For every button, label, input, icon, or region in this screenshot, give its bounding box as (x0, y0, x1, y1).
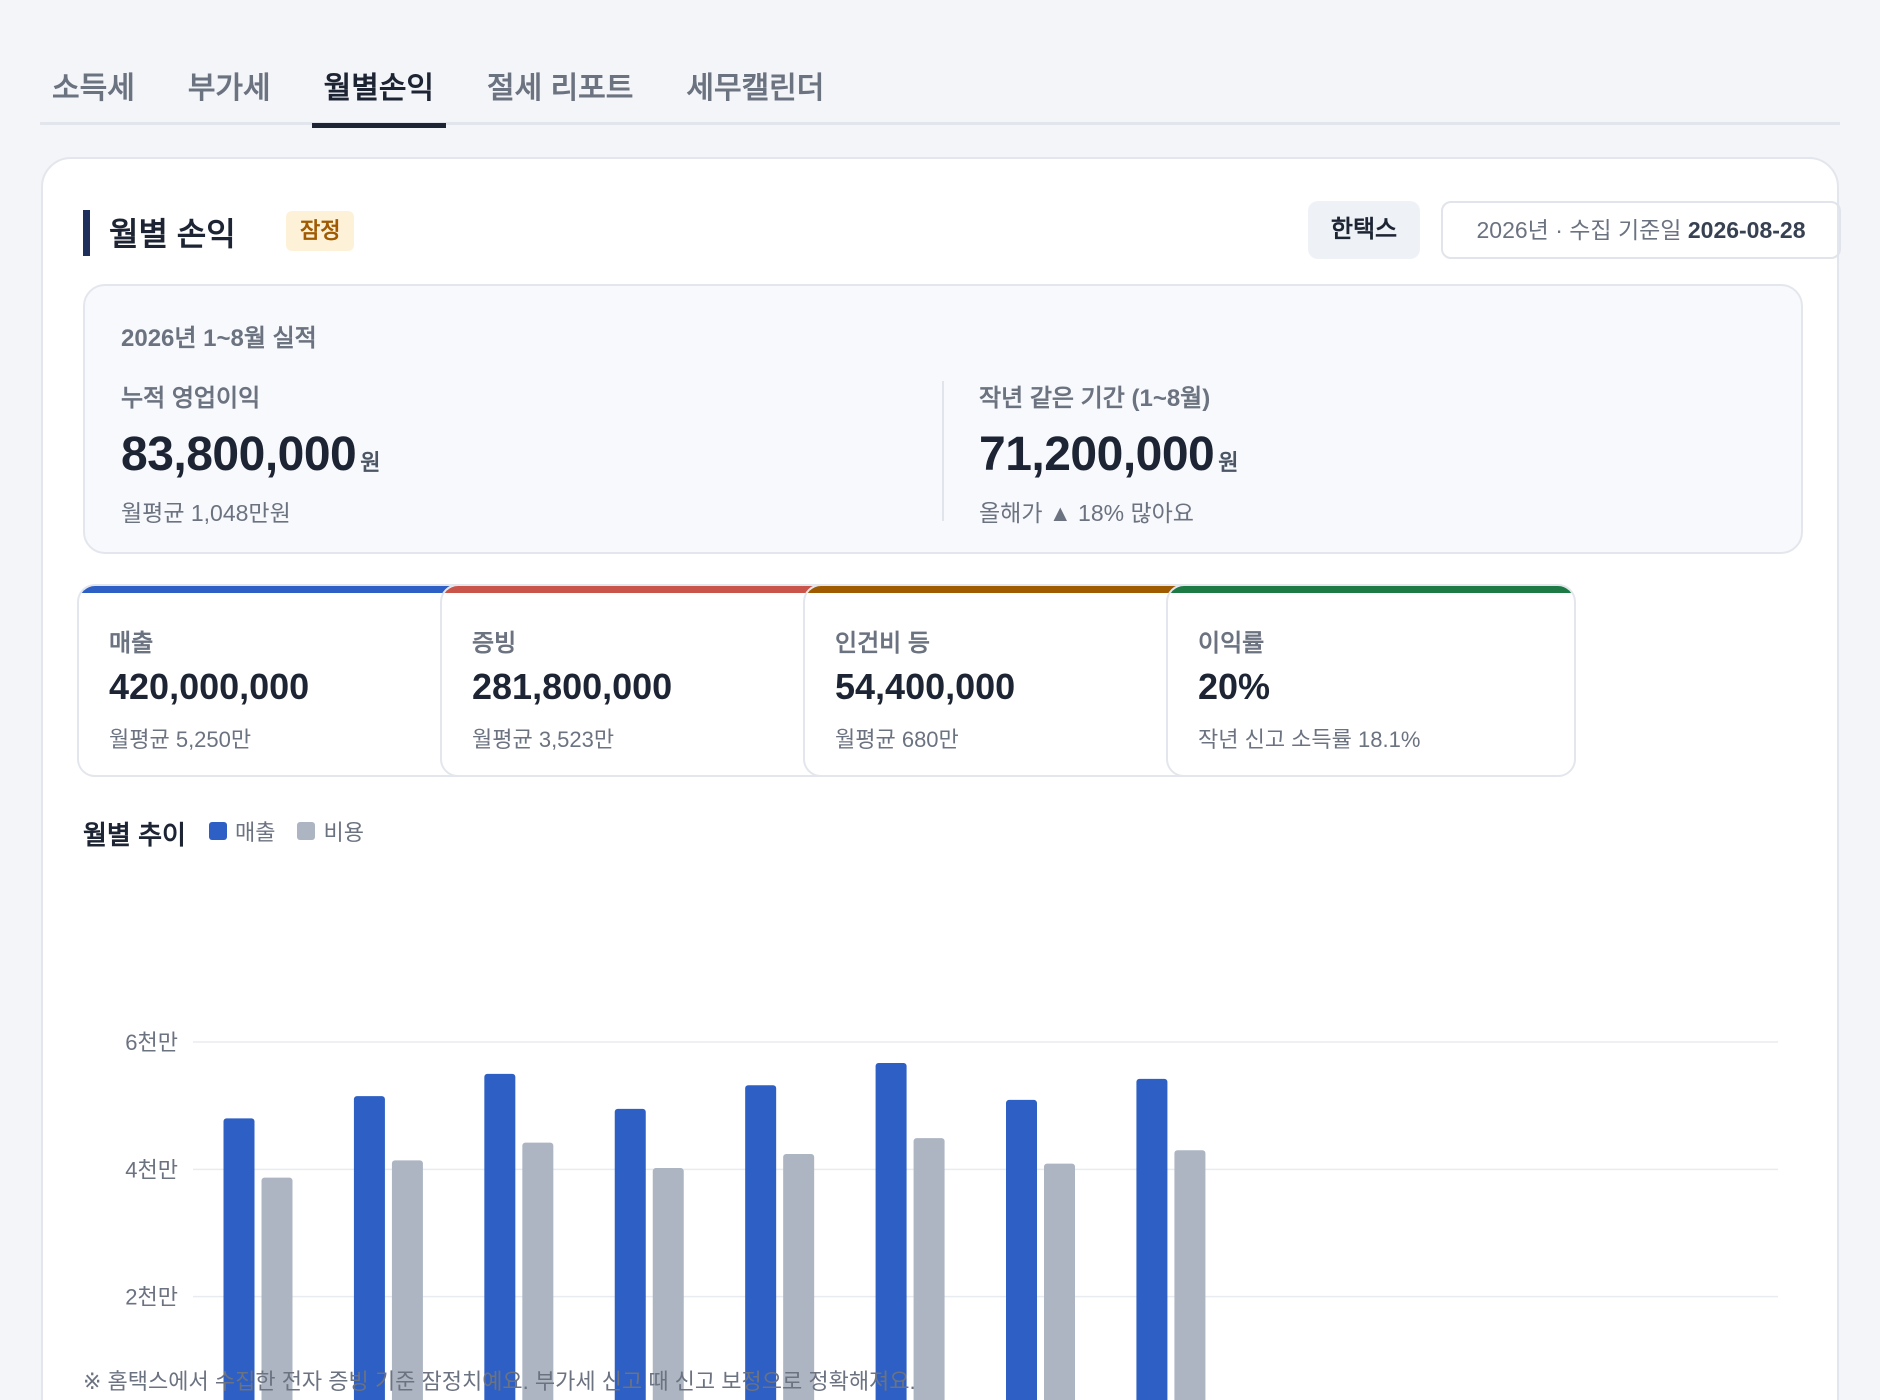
date-label: 수집 기준일 (1569, 217, 1682, 243)
separator-dot: · (1555, 217, 1563, 243)
stat-card-2: 인건비 등 54,400,000 월평균 680만 (803, 584, 1213, 777)
stat-sub: 작년 신고 소득률 18.1% (1198, 727, 1421, 752)
bar-비용-4월 (652, 1168, 684, 1400)
bar-매출-2월 (353, 1096, 385, 1400)
current-profit-unit: 원 (360, 450, 380, 475)
footnote: ※ 홈택스에서 수집한 전자 증빙 기준 잠정치예요. 부가세 신고 때 신고 … (83, 1369, 916, 1394)
legend-item-1: 비용 (297, 815, 364, 847)
stat-value: 54,400,000 (835, 666, 1016, 707)
collection-date-box: 2026년 · 수집 기준일 2026-08-28 (1441, 201, 1841, 259)
monthly-pl-card: 월별 손익 잠정 한택스 2026년 · 수집 기준일 2026-08-28 2… (41, 157, 1841, 1400)
summary-divider (942, 381, 944, 521)
stat-value: 20% (1198, 666, 1271, 707)
current-profit: 누적 영업이익 83,800,000 원 월평균 1,048만원 (121, 378, 380, 528)
chart-title: 월별 추이 (83, 820, 186, 850)
bar-비용-2월 (391, 1160, 423, 1400)
stat-sub: 월평균 680만 (835, 727, 959, 752)
tab-bar: 소득세 부가세 월별손익 절세 리포트 세무캘린더 (40, 55, 1840, 128)
previous-profit-unit: 원 (1218, 450, 1238, 475)
page-title: 월별 손익 (109, 216, 236, 252)
stat-label: 증빙 (472, 630, 517, 657)
legend-swatch (297, 822, 316, 840)
title-accent-bar (83, 210, 90, 256)
y-tick-label: 4천만 (125, 1157, 178, 1182)
previous-profit-sub: 올해가 ▲ 18% 많아요 (979, 500, 1194, 526)
y-tick-label: 6천만 (125, 1030, 178, 1055)
bar-매출-4월 (614, 1108, 646, 1400)
stat-sub: 월평균 5,250만 (109, 727, 252, 752)
tab-0[interactable]: 소득세 (52, 72, 135, 105)
stat-sub: 월평균 3,523만 (472, 727, 615, 752)
bar-매출-3월 (484, 1073, 516, 1400)
bar-비용-1월 (261, 1177, 293, 1400)
bar-비용-3월 (522, 1142, 554, 1400)
summary-box: 2026년 1~8월 실적 누적 영업이익 83,800,000 원 월평균 1,… (83, 284, 1803, 554)
previous-profit-label: 작년 같은 기간 (1~8월) (979, 385, 1211, 412)
previous-profit-value: 71,200,000 원 (979, 428, 1238, 481)
source-button[interactable]: 한택스 (1308, 201, 1420, 259)
bar-매출-1월 (223, 1118, 255, 1400)
tab-3[interactable]: 절세 리포트 (487, 72, 634, 105)
previous-profit: 작년 같은 기간 (1~8월) 71,200,000 원 올해가 ▲ 18% 많아… (979, 378, 1238, 528)
y-tick-label: 2천만 (125, 1285, 178, 1310)
stat-label: 인건비 등 (835, 630, 930, 657)
provisional-badge: 잠정 (286, 211, 355, 251)
stat-card-1: 증빙 281,800,000 월평균 3,523만 (440, 584, 850, 777)
bar-매출-7월 (1006, 1099, 1037, 1400)
stat-value: 420,000,000 (109, 666, 310, 707)
current-profit-label: 누적 영업이익 (121, 385, 261, 412)
tab-2[interactable]: 월별손익 (311, 55, 447, 128)
stat-card-0: 매출 420,000,000 월평균 5,250만 (77, 584, 487, 777)
legend-label: 매출 (235, 820, 276, 845)
stat-label: 매출 (109, 630, 154, 657)
bar-비용-8월 (1174, 1150, 1206, 1400)
summary-period: 2026년 1~8월 실적 (121, 325, 317, 352)
bar-매출-8월 (1136, 1078, 1168, 1400)
legend-swatch (209, 822, 227, 840)
bar-비용-5월 (783, 1154, 815, 1400)
legend-label: 비용 (323, 820, 364, 845)
legend-item-0: 매출 (209, 815, 275, 847)
date-value: 2026-08-28 (1687, 217, 1806, 243)
bar-비용-7월 (1044, 1163, 1075, 1400)
current-profit-sub: 월평균 1,048만원 (121, 500, 291, 526)
tab-1[interactable]: 부가세 (187, 72, 271, 105)
card-header: 월별 손익 잠정 한택스 2026년 · 수집 기준일 2026-08-28 (83, 201, 1841, 261)
bar-매출-6월 (875, 1063, 907, 1400)
current-profit-value: 83,800,000 원 (121, 428, 380, 481)
monthly-trend-chart: 2천만4천만6천만1월2월3월4월5월6월7월8월9월10월11월12월 (125, 1030, 1778, 1400)
chart-legend: 매출 비용 (209, 815, 386, 847)
bar-매출-5월 (745, 1085, 777, 1400)
bar-비용-6월 (913, 1138, 945, 1400)
stat-card-3: 이익률 20% 작년 신고 소득률 18.1% (1166, 584, 1576, 777)
stat-value: 281,800,000 (472, 666, 673, 707)
tab-4[interactable]: 세무캘린더 (686, 72, 825, 105)
year-label: 2026년 (1476, 217, 1549, 243)
stat-label: 이익률 (1198, 630, 1265, 657)
